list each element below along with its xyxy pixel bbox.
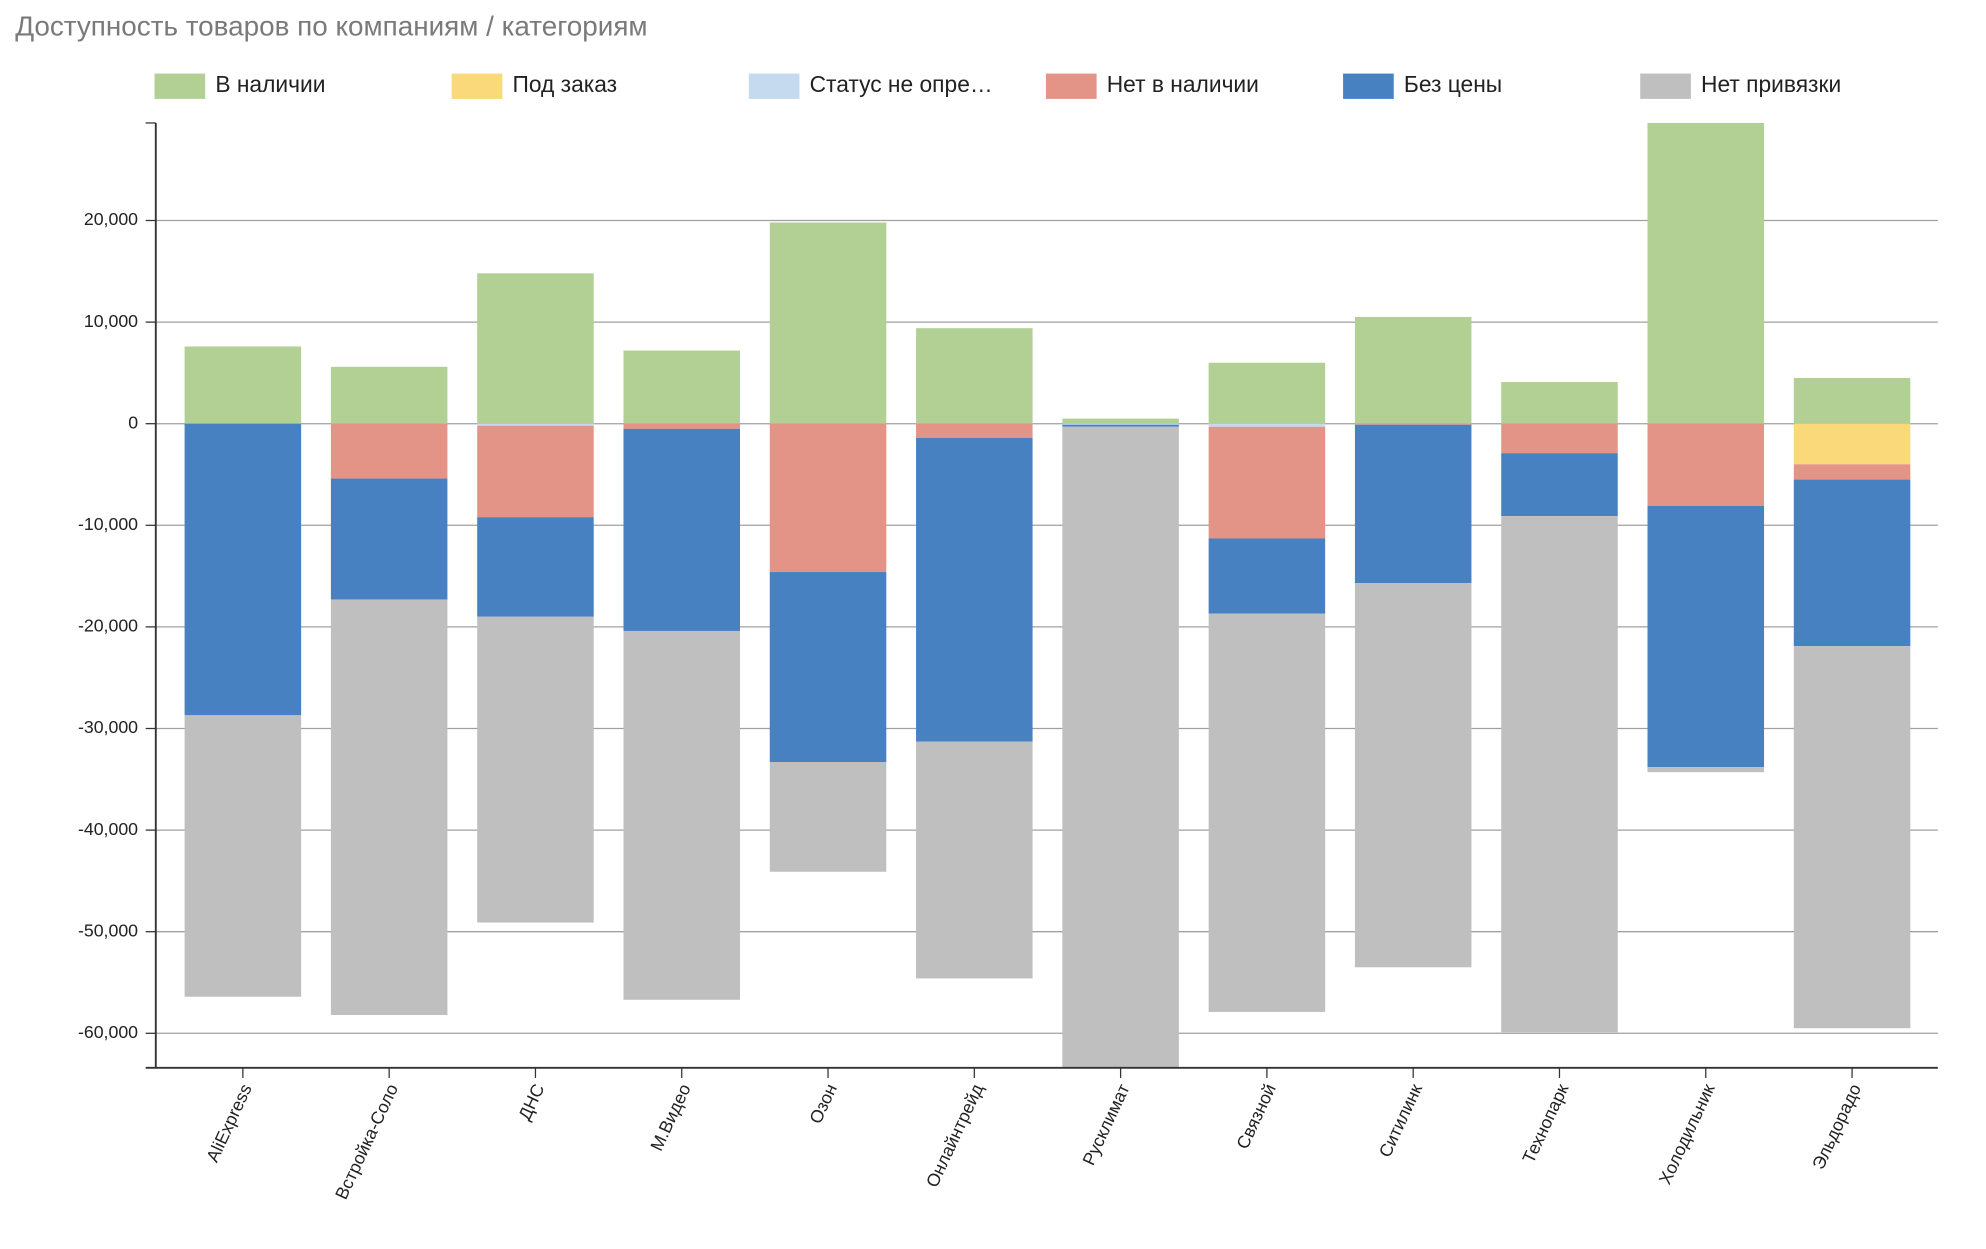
y-tick-label: -10,000 [78,514,138,534]
x-tick-label: ДНС [514,1081,548,1124]
y-tick-label: -30,000 [78,717,138,737]
legend-swatch [1343,73,1394,99]
bar-segment [1793,377,1911,424]
legend-label: Нет привязки [1701,71,1841,97]
bar-segment [477,423,594,426]
bar-segment [1647,767,1765,773]
x-tick-label: М.Видео [646,1081,694,1154]
x-tick-label: Встройка-Соло [331,1081,402,1203]
legend-swatch [451,73,503,99]
chart-title: Доступность товаров по компаниям / катег… [15,10,647,41]
bar-segment [477,273,594,424]
legend-label: Под заказ [512,71,617,97]
x-tick-label: Связной [1232,1081,1279,1152]
y-tick-label: -50,000 [78,920,138,940]
legend-label: Нет в наличии [1107,71,1259,97]
bar-segment [1354,583,1472,968]
bar-segment [623,350,741,424]
y-tick-label: -60,000 [78,1022,138,1042]
bar-segment [1501,382,1618,424]
y-tick-label: -20,000 [78,616,138,636]
bar-segment [769,762,887,872]
bar-segment [1501,453,1618,517]
bar-segment [916,423,1033,438]
bar-segment [1793,646,1911,1029]
legend-label: Статус не опре… [810,71,993,97]
bar-segment [916,741,1033,979]
bar-segment [330,478,448,600]
x-tick-label: Русклимат [1079,1081,1134,1169]
bar-segment [1062,418,1179,424]
bar-segment [1062,423,1179,425]
bar-segment [184,346,302,424]
bar-segment [623,423,741,429]
bar-segment [1647,423,1765,506]
bar-segment [623,630,741,1000]
bar-segment [1647,505,1765,768]
bar-segment [1208,362,1326,424]
x-tick-label: Онлайнтрейд [922,1080,988,1190]
bar-segment [916,328,1033,424]
bar-segment [1062,426,1179,1068]
bar-segment [1062,424,1179,427]
bar-segment [1208,538,1326,614]
bar-segment [1793,464,1911,480]
bars [184,122,1911,1068]
bar-segment [330,366,448,424]
bar-segment [916,437,1033,742]
y-tick-label: -40,000 [78,819,138,839]
bar-segment [184,715,302,997]
y-tick-label: 0 [128,412,138,432]
legend-swatch [1640,73,1691,99]
bar-segment [330,423,448,479]
y-tick-label: 20,000 [84,209,138,229]
bar-segment [477,425,594,518]
bar-segment [1208,426,1326,539]
bar-segment [1647,122,1765,424]
x-tick-label: Технопарк [1518,1081,1572,1167]
bar-segment [769,572,887,763]
x-tick-label: AliExpress [202,1081,256,1165]
x-tick-label: Холодильник [1655,1081,1719,1188]
bar-segment [1501,516,1618,1033]
bar-segment [1793,423,1911,465]
legend-label: В наличии [215,71,325,97]
bar-segment [623,428,741,631]
bar-segment [1208,613,1326,1012]
legend-swatch [154,73,206,99]
legend-swatch [1045,73,1097,99]
bar-segment [1354,424,1472,584]
legend-label: Без цены [1404,71,1502,97]
bar-segment [1354,317,1472,424]
bar-segment [1354,423,1472,425]
bar-segment [477,517,594,617]
x-tick-label: Эльдорадо [1808,1081,1865,1173]
bar-segment [1208,423,1326,427]
bar-segment [184,423,302,716]
x-tick-label: Ситилинк [1375,1081,1426,1161]
bar-segment [477,616,594,923]
bar-segment [1501,423,1618,454]
bar-segment [769,423,887,573]
bar-segment [330,599,448,1016]
bar-segment [769,222,887,424]
y-tick-label: 10,000 [84,311,138,331]
bar-segment [1793,479,1911,647]
legend-swatch [748,73,800,99]
x-tick-label: Озон [805,1081,841,1127]
